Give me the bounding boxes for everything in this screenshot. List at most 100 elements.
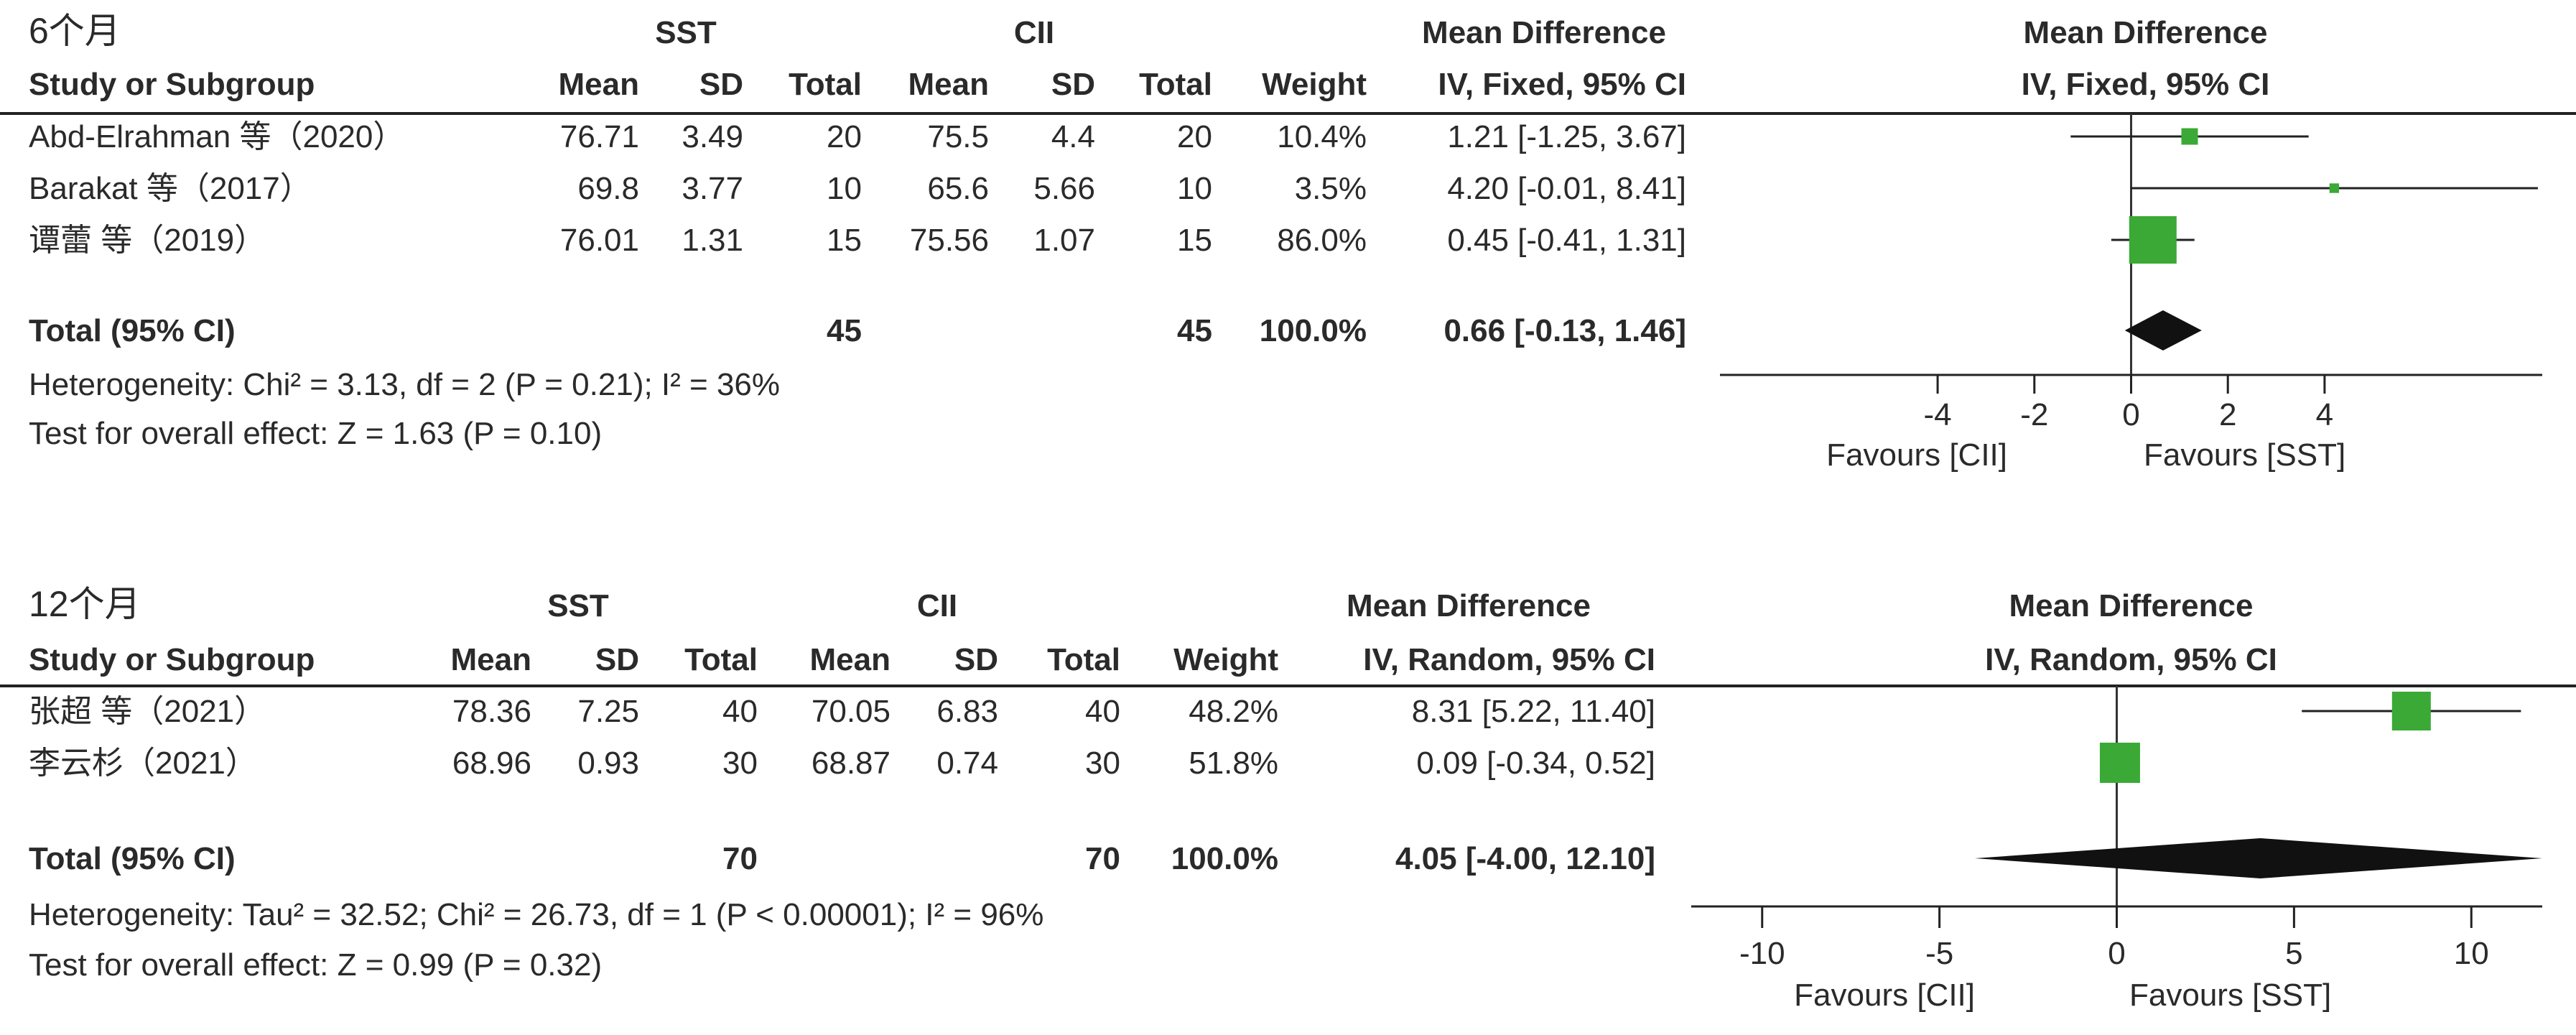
x-tick-label: 2 (2219, 397, 2236, 432)
x-tick-label: 10 (2454, 936, 2489, 971)
study-row: 谭蕾 等（2019） 76.01 1.31 15 75.56 1.07 15 86.0% 0.4… (29, 216, 2195, 264)
total-ctl: 45 (1177, 313, 1212, 348)
header-ctl-sd: SD (954, 642, 998, 677)
exp-mean: 76.01 (560, 223, 639, 258)
ci-value: 1.21 [-1.25, 3.67] (1447, 119, 1686, 154)
ctl-total: 40 (1085, 694, 1120, 729)
effect-title-table: Mean Difference (1347, 588, 1591, 623)
header-ctl-mean: Mean (810, 642, 891, 677)
effect-square (2329, 183, 2340, 193)
ctl-total: 20 (1177, 119, 1212, 154)
header-exp-mean: Mean (559, 67, 639, 102)
study-name: 谭蕾 等（2019） (29, 223, 266, 258)
panel-label: 6个月 (29, 11, 121, 51)
header-exp-sd: SD (595, 642, 639, 677)
header-weight: Weight (1262, 67, 1367, 102)
weight-value: 3.5% (1295, 171, 1367, 206)
total-ci: 0.66 [-0.13, 1.46] (1443, 313, 1686, 348)
ctl-total: 30 (1085, 746, 1120, 781)
total-label: Total (95% CI) (29, 841, 236, 876)
ctl-mean: 70.05 (812, 694, 891, 729)
x-tick-label: -2 (2020, 397, 2048, 432)
exp-mean: 69.8 (577, 171, 639, 206)
pooled-diamond (1975, 838, 2542, 878)
x-tick-label: 0 (2108, 936, 2125, 971)
group-label-experimental: SST (655, 15, 717, 50)
ctl-sd: 4.4 (1051, 119, 1095, 154)
header-study: Study or Subgroup (29, 67, 315, 102)
header-ctl-mean: Mean (908, 67, 989, 102)
study-row: Abd-Elrahman 等（2020） 76.71 3.49 20 75.5 4.4 20… (29, 119, 2309, 154)
exp-sd: 1.31 (682, 223, 743, 258)
ctl-mean: 75.5 (927, 119, 989, 154)
favours-left: Favours [CII] (1794, 978, 1975, 1013)
group-label-control: CII (917, 588, 957, 623)
study-name: 张超 等（2021） (29, 694, 266, 729)
header-exp-total: Total (684, 642, 758, 677)
exp-mean: 68.96 (452, 746, 531, 781)
ci-value: 4.20 [-0.01, 8.41] (1447, 171, 1686, 206)
header-ctl-total: Total (1047, 642, 1120, 677)
exp-sd: 3.77 (682, 171, 743, 206)
total-ci: 4.05 [-4.00, 12.10] (1395, 841, 1655, 876)
x-tick-label: 4 (2316, 397, 2333, 432)
overall-effect-text: Test for overall effect: Z = 0.99 (P = 0… (29, 947, 602, 983)
weight-value: 51.8% (1189, 746, 1278, 781)
exp-sd: 3.49 (682, 119, 743, 154)
x-tick-label: 0 (2122, 397, 2139, 432)
x-tick-label: 5 (2285, 936, 2302, 971)
total-ctl: 70 (1085, 841, 1120, 876)
ci-value: 0.09 [-0.34, 0.52] (1416, 746, 1655, 781)
effect-square (2391, 691, 2431, 731)
total-weight: 100.0% (1171, 841, 1278, 876)
study-row: Barakat 等（2017） 69.8 3.77 10 65.6 5.66 10 3.5% 4… (29, 171, 2538, 206)
exp-total: 10 (827, 171, 862, 206)
header-ctl-sd: SD (1051, 67, 1095, 102)
header-ctl-total: Total (1139, 67, 1212, 102)
x-tick-label: -5 (1925, 936, 1953, 971)
favours-right: Favours [SST] (2144, 437, 2345, 473)
panel-label: 12个月 (29, 584, 141, 624)
total-row: Total (95% CI) 45 45 100.0% 0.66 [-0.13, 1.4… (29, 310, 2202, 351)
heterogeneity-text: Heterogeneity: Tau² = 32.52; Chi² = 26.7… (29, 897, 1043, 932)
header-effect-method: IV, Random, 95% CI (1363, 642, 1655, 677)
exp-sd: 7.25 (577, 694, 639, 729)
ctl-mean: 68.87 (812, 746, 891, 781)
forest-panel-1: 6个月 SST CII Mean Difference Study or Subgrou… (0, 11, 2576, 473)
effect-title-table: Mean Difference (1422, 15, 1666, 50)
header-effect-method: IV, Fixed, 95% CI (1438, 67, 1686, 102)
x-tick-label: -10 (1739, 936, 1785, 971)
total-exp: 70 (722, 841, 758, 876)
header-weight: Weight (1173, 642, 1278, 677)
favours-left: Favours [CII] (1826, 437, 2007, 473)
plot-method: IV, Random, 95% CI (1985, 642, 2277, 677)
weight-value: 48.2% (1189, 694, 1278, 729)
total-label: Total (95% CI) (29, 313, 236, 348)
ctl-total: 10 (1177, 171, 1212, 206)
x-tick-label: -4 (1924, 397, 1952, 432)
exp-sd: 0.93 (577, 746, 639, 781)
pooled-diamond (2124, 310, 2202, 351)
ctl-mean: 65.6 (927, 171, 989, 206)
exp-total: 40 (722, 694, 758, 729)
overall-effect-text: Test for overall effect: Z = 1.63 (P = 0… (29, 416, 602, 451)
total-exp: 45 (827, 313, 862, 348)
favours-right: Favours [SST] (2129, 978, 2331, 1013)
effect-square (2181, 128, 2198, 145)
weight-value: 10.4% (1277, 119, 1367, 154)
study-name: Abd-Elrahman 等（2020） (29, 119, 404, 154)
ctl-total: 15 (1177, 223, 1212, 258)
total-row: Total (95% CI) 70 70 100.0% 4.05 [-4.00, 12.… (29, 838, 2542, 878)
ctl-mean: 75.56 (910, 223, 989, 258)
exp-mean: 76.71 (560, 119, 639, 154)
exp-total: 30 (722, 746, 758, 781)
total-weight: 100.0% (1260, 313, 1367, 348)
exp-total: 15 (827, 223, 862, 258)
effect-square (2129, 216, 2177, 264)
ctl-sd: 6.83 (936, 694, 998, 729)
plot-method: IV, Fixed, 95% CI (2022, 67, 2270, 102)
header-study: Study or Subgroup (29, 642, 315, 677)
group-label-experimental: SST (547, 588, 609, 623)
study-row: 李云杉（2021） 68.96 0.93 30 68.87 0.74 30 51.8% 0.09… (29, 743, 2140, 783)
